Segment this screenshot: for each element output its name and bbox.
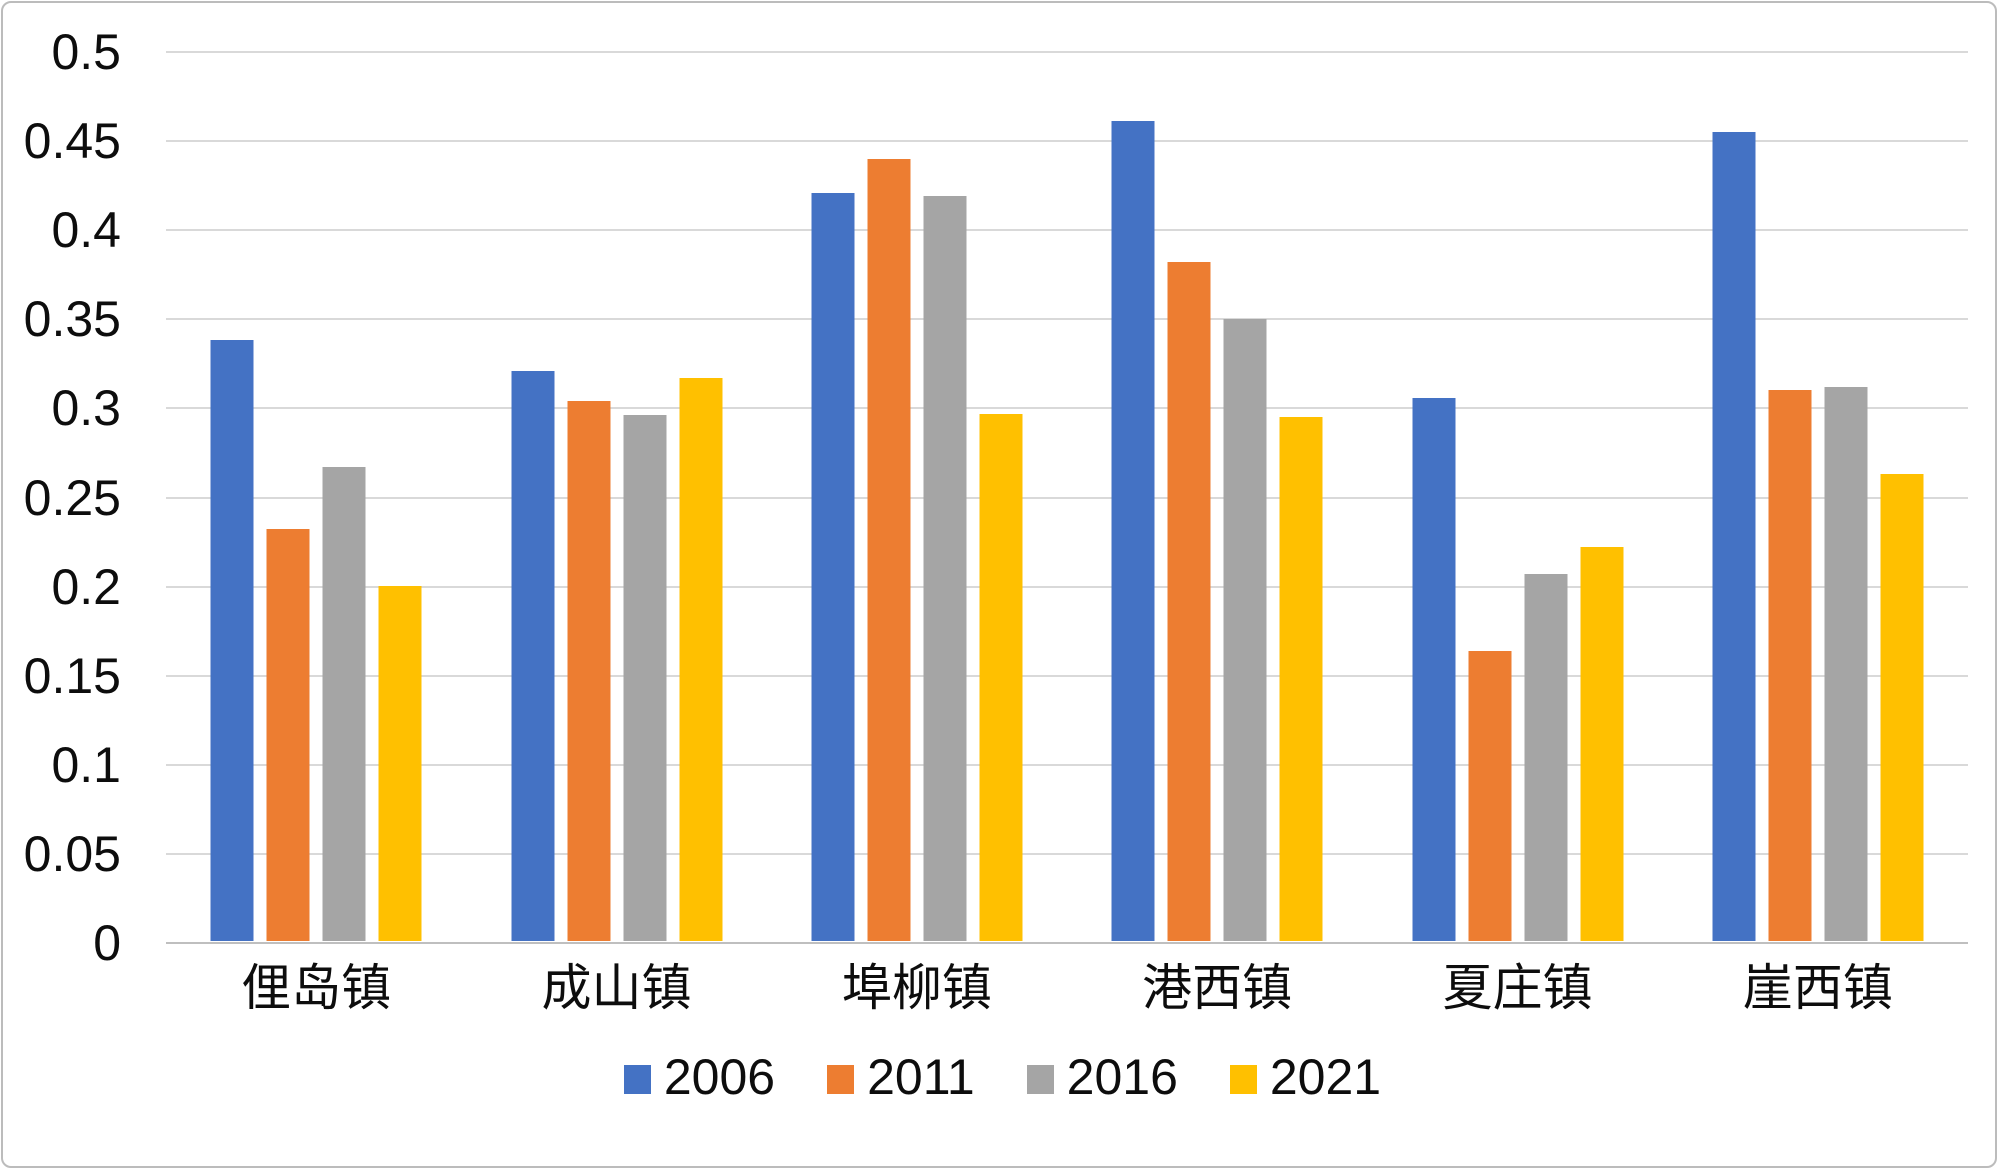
bar-group-夏庄镇 <box>1412 397 1623 941</box>
gridline <box>166 407 1968 410</box>
bar-2021 <box>979 413 1023 941</box>
legend: 2006 2011 2016 2021 <box>3 1047 1999 1107</box>
gridline <box>166 763 1968 766</box>
y-tick-label: 0.3 <box>51 380 121 437</box>
bar-group-崖西镇 <box>1712 131 1924 941</box>
gridline <box>166 51 1968 53</box>
y-tick-label: 0.4 <box>51 202 121 259</box>
y-tick-label: 0.45 <box>23 113 121 170</box>
bar-group-埠柳镇 <box>811 158 1023 941</box>
y-tick-label: 0.1 <box>51 736 121 793</box>
gridline <box>166 496 1968 499</box>
x-axis-label: 埠柳镇 <box>841 960 992 1016</box>
bar-2011 <box>1768 390 1812 941</box>
legend-item-2021: 2021 <box>1229 1047 1382 1107</box>
bar-2011 <box>567 401 610 941</box>
bar-2016 <box>1524 573 1567 941</box>
legend-label: 2016 <box>1066 1049 1178 1105</box>
bar-2016 <box>322 467 366 941</box>
bar-2011 <box>1468 650 1511 941</box>
bar-2016 <box>923 196 967 941</box>
x-axis-label: 俚岛镇 <box>241 960 392 1016</box>
x-axis-label: 崖西镇 <box>1742 960 1893 1016</box>
y-tick-label: 0.05 <box>23 825 121 882</box>
legend-marker-2021 <box>1229 1064 1257 1094</box>
y-tick-label: 0.35 <box>23 291 121 348</box>
bar-2006 <box>1712 131 1756 941</box>
bar-group-俚岛镇 <box>210 340 422 941</box>
x-axis-label: 成山镇 <box>541 960 692 1016</box>
bar-2006 <box>511 370 554 941</box>
bar-2006 <box>1111 121 1155 941</box>
x-axis-line <box>166 942 1968 944</box>
gridline <box>166 674 1968 677</box>
bar-group-港西镇 <box>1111 121 1323 941</box>
bar-2011 <box>266 529 310 941</box>
y-tick-label: 0.2 <box>51 558 121 615</box>
x-axis-label: 港西镇 <box>1142 960 1293 1016</box>
x-axis: 俚岛镇 成山镇 埠柳镇 港西镇 夏庄镇 崖西镇 <box>3 955 1999 1025</box>
gridline <box>166 140 1968 143</box>
y-tick-label: 0.5 <box>51 24 121 80</box>
bar-2021 <box>1279 417 1323 941</box>
gridline <box>166 318 1968 321</box>
y-tick-label: 0 <box>93 915 121 971</box>
bar-2011 <box>1167 262 1211 941</box>
bar-2006 <box>811 192 855 941</box>
y-tick-label: 0.15 <box>23 647 121 704</box>
bar-2016 <box>1223 319 1267 941</box>
y-tick-label: 0.25 <box>23 469 121 526</box>
gridline <box>166 852 1968 855</box>
legend-item-2016: 2016 <box>1026 1047 1178 1107</box>
x-axis-label: 夏庄镇 <box>1442 960 1593 1016</box>
bar-2006 <box>1412 397 1455 941</box>
legend-item-2006: 2006 <box>623 1047 776 1107</box>
bar-2011 <box>867 158 911 941</box>
legend-label: 2021 <box>1269 1049 1382 1105</box>
bar-2021 <box>378 586 422 941</box>
plot-area <box>166 51 1968 944</box>
gridline <box>166 229 1968 232</box>
bar-2021 <box>1880 474 1924 941</box>
bar-2016 <box>1824 386 1868 941</box>
legend-marker-2011 <box>827 1064 855 1094</box>
y-axis: 0 0.05 0.1 0.15 0.2 0.25 0.3 0.35 0.4 0.45 0.5 <box>3 3 133 1173</box>
legend-marker-2016 <box>1026 1064 1054 1094</box>
bar-2021 <box>679 377 722 941</box>
bar-2006 <box>210 340 254 941</box>
legend-label: 2011 <box>867 1049 975 1105</box>
bar-2016 <box>623 415 666 941</box>
bar-2021 <box>1580 547 1623 941</box>
bar-group-成山镇 <box>511 370 722 941</box>
legend-label: 2006 <box>663 1049 776 1105</box>
legend-marker-2006 <box>623 1064 651 1094</box>
legend-item-2011: 2011 <box>827 1047 975 1107</box>
gridline <box>166 585 1968 588</box>
